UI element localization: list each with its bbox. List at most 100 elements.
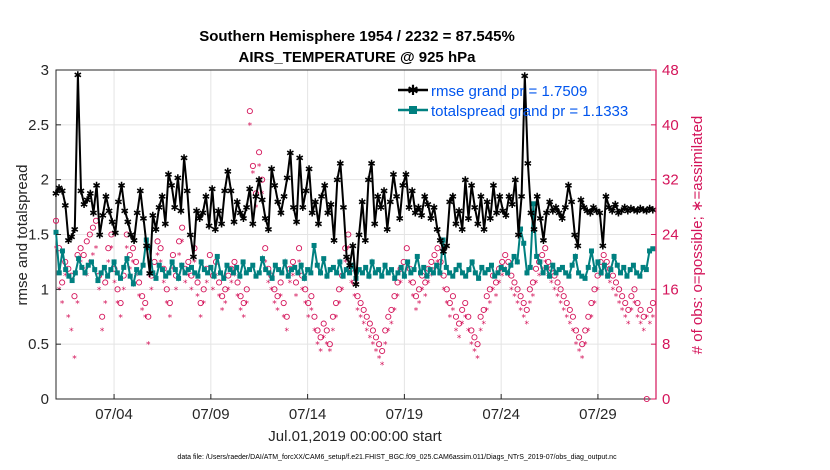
obs-assimilated-point: *	[466, 327, 471, 337]
rmse-point: ✱	[558, 214, 566, 225]
totalspread-point	[518, 226, 524, 232]
totalspread-point	[453, 267, 459, 273]
obs-possible-point	[136, 279, 143, 286]
rmse-point: ✱	[614, 209, 622, 220]
rmse-point: ✱	[77, 187, 85, 198]
rmse-point: ✱	[130, 236, 138, 247]
totalspread-point	[563, 270, 569, 276]
obs-possible-point	[99, 313, 106, 320]
totalspread-point	[114, 270, 120, 276]
obs-assimilated-point: *	[555, 293, 560, 303]
obs-possible-point	[283, 313, 290, 320]
obs-possible-point	[542, 245, 549, 252]
totalspread-point	[137, 270, 143, 276]
legend-rmse-marker: ✱	[407, 83, 419, 99]
totalspread-point	[621, 264, 627, 270]
obs-assimilated-point: *	[549, 279, 554, 289]
y-right-tick-label: 24	[662, 227, 679, 244]
rmse-point: ✱	[174, 173, 182, 184]
rmse-point: ✱	[217, 220, 225, 231]
rmse-point: ✱	[99, 211, 107, 222]
totalspread-point	[263, 267, 269, 273]
totalspread-point	[276, 267, 282, 273]
obs-assimilated-point: *	[608, 279, 613, 289]
totalspread-point	[53, 229, 59, 235]
obs-assimilated-point: *	[521, 313, 526, 323]
rmse-point: ✱	[158, 192, 166, 203]
y-tick-label: 2.5	[28, 117, 49, 134]
obs-assimilated-point: *	[429, 272, 434, 282]
obs-assimilated-point: *	[448, 313, 453, 323]
obs-assimilated-point: *	[475, 354, 480, 364]
totalspread-point	[124, 256, 130, 262]
obs-assimilated-point: *	[543, 258, 548, 268]
obs-assimilated-point: *	[638, 320, 643, 330]
rmse-point: ✱	[517, 192, 525, 203]
totalspread-point	[250, 262, 256, 268]
obs-possible-point	[588, 299, 595, 307]
obs-possible-point	[216, 279, 223, 286]
obs-possible-point	[102, 279, 109, 286]
totalspread-point	[66, 273, 72, 279]
rmse-point: ✱	[83, 195, 91, 206]
obs-possible-point	[569, 313, 576, 320]
rmse-point: ✱	[605, 203, 613, 214]
rmse-point: ✱	[436, 236, 444, 247]
obs-possible-point	[166, 299, 173, 307]
obs-assimilated-point: *	[232, 272, 237, 282]
obs-assimilated-point: *	[611, 286, 616, 296]
totalspread-point	[392, 275, 398, 281]
obs-assimilated-point: *	[177, 252, 182, 262]
obs-assimilated-point: *	[500, 272, 505, 282]
rmse-point: ✱	[252, 192, 260, 203]
totalspread-point	[337, 259, 343, 265]
obs-assimilated-point: *	[488, 300, 493, 310]
obs-possible-point	[452, 313, 460, 320]
rmse-point: ✱	[58, 187, 66, 198]
rmse-point: ✱	[317, 192, 325, 203]
rmse-point: ✱	[464, 214, 472, 225]
rmse-point: ✱	[502, 211, 510, 222]
rmse-point: ✱	[589, 203, 597, 214]
obs-assimilated-point: *	[318, 348, 323, 358]
totalspread-point	[59, 248, 65, 254]
obs-assimilated-point: *	[509, 286, 514, 296]
obs-assimilated-point: *	[614, 293, 619, 303]
totalspread-point	[524, 270, 530, 276]
y-tick-label: 0	[41, 391, 49, 408]
obs-possible-point	[280, 299, 287, 307]
obs-assimilated-point: *	[85, 272, 90, 282]
obs-possible-point	[637, 306, 644, 313]
totalspread-point	[292, 264, 298, 270]
totalspread-point	[288, 267, 294, 273]
totalspread-point	[327, 267, 333, 273]
obs-possible-point	[308, 293, 315, 300]
obs-possible-point	[71, 293, 78, 300]
obs-assimilated-point: *	[528, 300, 533, 310]
rmse-point: ✱	[336, 159, 344, 170]
obs-possible-point	[249, 162, 256, 170]
rmse-point: ✱	[233, 198, 241, 209]
obs-possible-point	[554, 279, 561, 286]
obs-assimilated-point: *	[251, 169, 256, 179]
obs-assimilated-point: *	[343, 258, 348, 268]
obs-possible-point	[114, 286, 121, 293]
obs-possible-point	[505, 258, 512, 265]
totalspread-point	[198, 259, 204, 265]
chart-title: Southern Hemisphere 1954 / 2232 = 87.545…	[199, 28, 515, 45]
totalspread-point	[214, 253, 220, 259]
totalspread-point	[63, 267, 69, 273]
rmse-point: ✱	[442, 241, 450, 252]
obs-possible-point	[517, 293, 524, 300]
totalspread-point	[282, 259, 288, 265]
obs-assimilated-point: *	[72, 354, 77, 364]
y-right-tick-label: 8	[662, 336, 670, 353]
obs-possible-point	[237, 293, 244, 300]
rmse-point: ✱	[489, 181, 497, 192]
obs-assimilated-point: *	[518, 306, 523, 316]
obs-assimilated-point: *	[272, 300, 277, 310]
right-axis-ticks: 0 8 16 24 32 40 48	[651, 62, 679, 408]
rmse-point: ✱	[121, 206, 129, 217]
rmse-point: ✱	[639, 205, 647, 216]
rmse-point: ✱	[330, 236, 338, 247]
